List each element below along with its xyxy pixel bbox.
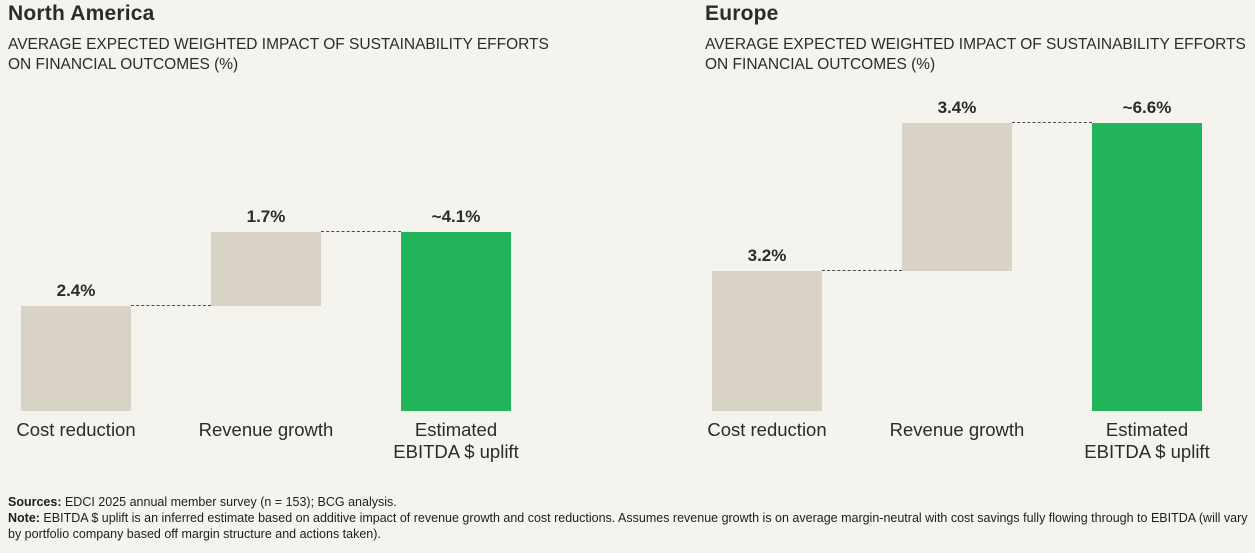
category-label: Cost reduction xyxy=(707,419,827,440)
note-label: Note: xyxy=(8,510,40,525)
category-label: Revenue growth xyxy=(198,419,334,440)
bar-value-label: ~4.1% xyxy=(431,207,481,227)
bar-value-label: 1.7% xyxy=(246,207,286,227)
bar-estimated-ebitda-uplift xyxy=(401,232,511,411)
bar-value-label: 2.4% xyxy=(56,281,96,301)
dashed-connector xyxy=(822,270,902,272)
bar-cost-reduction xyxy=(712,271,822,411)
bar-value-label: 3.2% xyxy=(747,246,787,266)
footnotes: Sources: EDCI 2025 annual member survey … xyxy=(8,495,1250,542)
chart-header-north-america: North America AVERAGE EXPECTED WEIGHTED … xyxy=(8,2,564,75)
sources-line: Sources: EDCI 2025 annual member survey … xyxy=(8,495,1250,511)
bar-cost-reduction xyxy=(21,306,131,411)
bar-value-label: 3.4% xyxy=(937,98,977,118)
bar-estimated-ebitda-uplift xyxy=(1092,123,1202,411)
category-label: Cost reduction xyxy=(16,419,136,440)
chart-title-north-america: North America xyxy=(8,2,155,25)
bar-revenue-growth xyxy=(902,123,1012,272)
sources-label: Sources: xyxy=(8,495,62,509)
chart-subtitle-europe: AVERAGE EXPECTED WEIGHTED IMPACT OF SUST… xyxy=(705,36,1246,73)
dashed-connector xyxy=(1012,122,1092,124)
category-label: Estimated EBITDA $ uplift xyxy=(1084,419,1210,462)
chart-subtitle-north-america: AVERAGE EXPECTED WEIGHTED IMPACT OF SUST… xyxy=(8,36,549,73)
dashed-connector xyxy=(321,231,401,233)
bar-revenue-growth xyxy=(211,232,321,307)
chart-header-europe: Europe AVERAGE EXPECTED WEIGHTED IMPACT … xyxy=(705,2,1255,75)
dashed-connector xyxy=(131,305,211,307)
sources-text: EDCI 2025 annual member survey (n = 153)… xyxy=(61,495,397,509)
note-text: EBITDA $ uplift is an inferred estimate … xyxy=(8,510,1248,541)
category-label: Revenue growth xyxy=(889,419,1025,440)
chart-title-europe: Europe xyxy=(705,2,779,25)
bar-value-label: ~6.6% xyxy=(1122,98,1172,118)
note-line: Note: EBITDA $ uplift is an inferred est… xyxy=(8,511,1250,543)
category-label: Estimated EBITDA $ uplift xyxy=(393,419,519,462)
